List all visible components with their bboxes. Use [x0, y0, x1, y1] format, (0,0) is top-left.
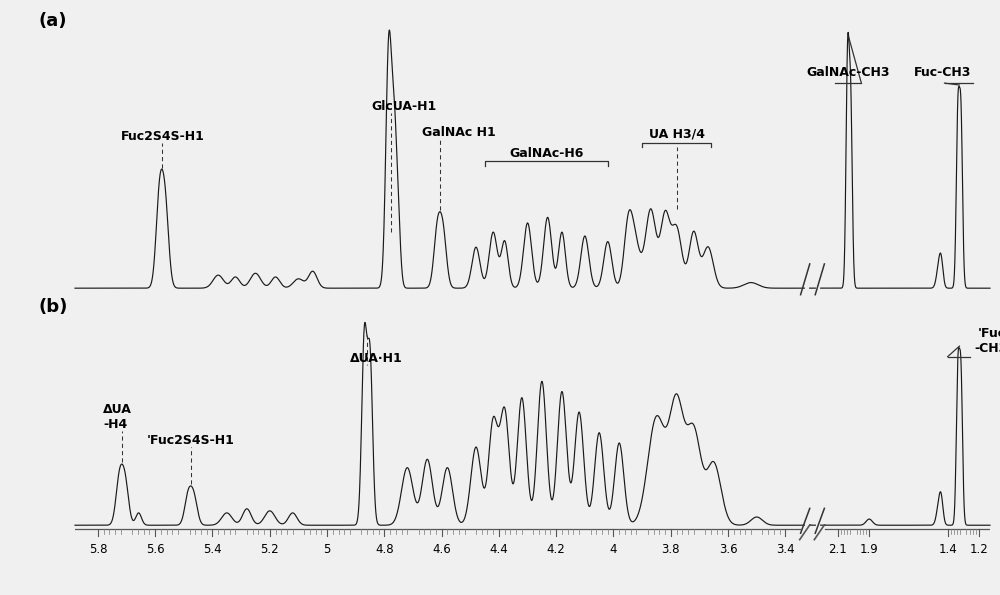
Text: 5.4: 5.4: [203, 543, 222, 556]
Text: GlcUA-H1: GlcUA-H1: [372, 100, 437, 113]
Text: 4: 4: [610, 543, 617, 556]
Text: Fuc2S4S-H1: Fuc2S4S-H1: [120, 130, 204, 143]
Text: 4.4: 4.4: [490, 543, 508, 556]
Text: 'Fuc2S4S-H1: 'Fuc2S4S-H1: [147, 434, 235, 447]
Text: 5.2: 5.2: [260, 543, 279, 556]
Text: 4.2: 4.2: [547, 543, 566, 556]
Text: 3.8: 3.8: [662, 543, 680, 556]
Text: 4.8: 4.8: [375, 543, 394, 556]
Text: 2.1: 2.1: [828, 543, 847, 556]
Text: GalNAc-CH3: GalNAc-CH3: [806, 67, 890, 79]
Text: 1.4: 1.4: [938, 543, 957, 556]
Text: 3.4: 3.4: [776, 543, 795, 556]
Text: 'Fuc
-CH3: 'Fuc -CH3: [975, 327, 1000, 355]
Text: 4.6: 4.6: [432, 543, 451, 556]
Text: 3.6: 3.6: [719, 543, 737, 556]
Text: UA H3/4: UA H3/4: [649, 128, 705, 141]
Text: 5.6: 5.6: [146, 543, 165, 556]
Text: GalNAc-H6: GalNAc-H6: [509, 146, 583, 159]
Text: (a): (a): [38, 12, 67, 30]
Text: Fuc-CH3: Fuc-CH3: [914, 67, 971, 79]
Text: 5.8: 5.8: [89, 543, 107, 556]
Text: 5: 5: [323, 543, 331, 556]
Text: ΔUA·H1: ΔUA·H1: [350, 352, 403, 365]
Text: (b): (b): [38, 298, 68, 316]
Text: 1.2: 1.2: [970, 543, 988, 556]
Text: 1.9: 1.9: [860, 543, 879, 556]
Text: GalNAc H1: GalNAc H1: [422, 126, 495, 139]
Text: ΔUA
-H4: ΔUA -H4: [103, 403, 132, 431]
